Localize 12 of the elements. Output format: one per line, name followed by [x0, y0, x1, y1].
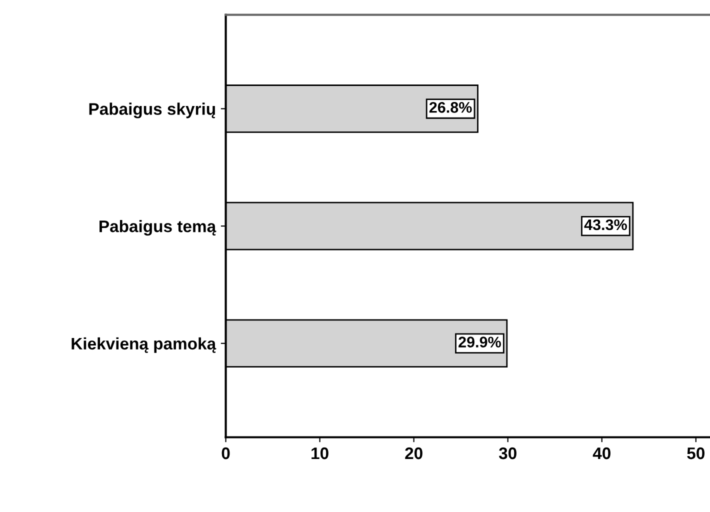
y-tick-label: Pabaigus temą [100, 220, 216, 236]
x-tick-label: 0 [222, 447, 230, 460]
x-tick-label: 50 [687, 447, 704, 460]
x-tick-label: 30 [498, 447, 516, 460]
data-label: 26.8% [429, 102, 472, 113]
x-tick-label: 40 [592, 447, 610, 460]
x-tick-label: 20 [405, 447, 422, 460]
y-tick-label: Pabaigus skyrių [89, 102, 215, 118]
data-label: 29.9% [458, 336, 501, 348]
y-tick-label: Kiekvieną pamoką [72, 337, 216, 353]
data-label: 43.3% [584, 219, 627, 230]
x-tick-label: 10 [312, 447, 328, 460]
